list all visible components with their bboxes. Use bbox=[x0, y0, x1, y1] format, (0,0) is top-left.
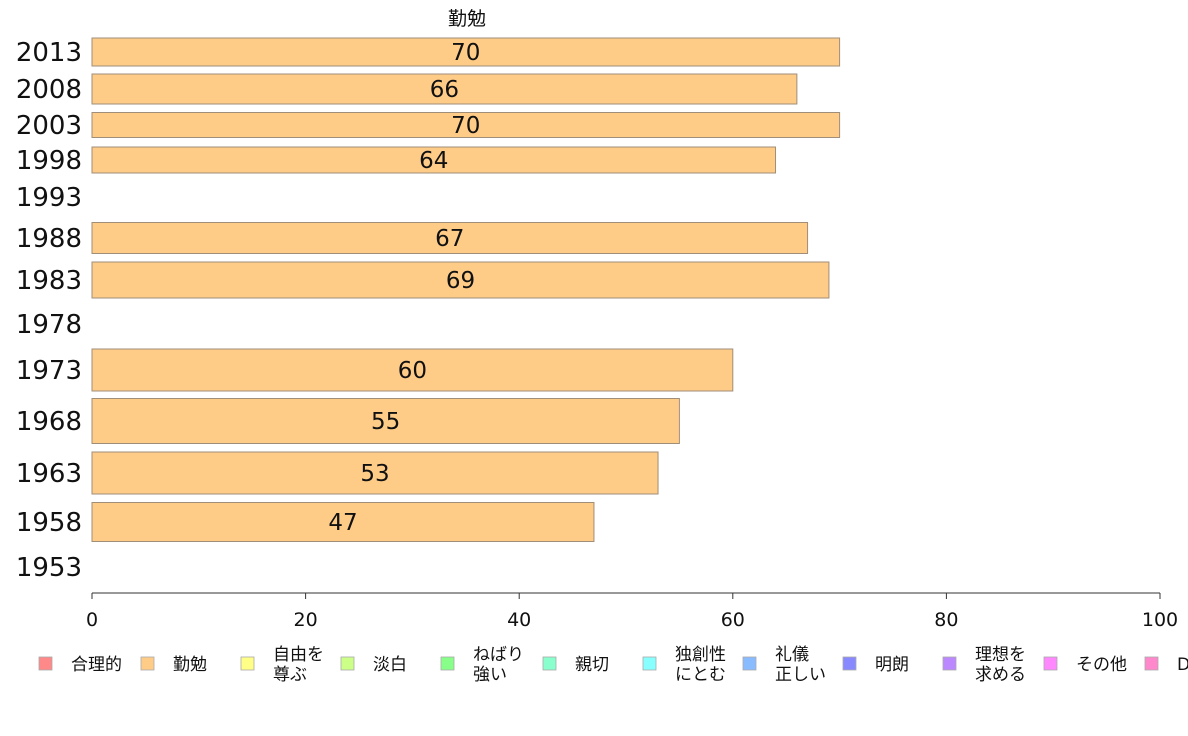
legend-label: D bbox=[1177, 655, 1188, 675]
y-tick-label: 1973 bbox=[16, 356, 82, 386]
x-tick-label: 0 bbox=[86, 609, 98, 631]
legend-label: ねばり強い bbox=[473, 645, 524, 685]
legend-swatch bbox=[1043, 656, 1058, 671]
legend-swatch bbox=[842, 656, 857, 671]
legend-label: 礼儀正しい bbox=[775, 645, 826, 685]
legend-label: その他 bbox=[1076, 655, 1127, 675]
bar-value-label: 55 bbox=[371, 409, 400, 435]
legend-label: 勤勉 bbox=[173, 655, 207, 675]
bar bbox=[91, 112, 841, 138]
legend-swatch bbox=[542, 656, 557, 671]
x-tick-label: 40 bbox=[507, 609, 531, 631]
y-tick-label: 1988 bbox=[16, 224, 82, 254]
chart-title: 勤勉 bbox=[448, 8, 486, 30]
legend-swatch bbox=[1144, 656, 1159, 671]
x-tick-label: 100 bbox=[1142, 609, 1178, 631]
y-tick-label: 1953 bbox=[16, 553, 82, 583]
legend-label: 自由を尊ぶ bbox=[273, 645, 324, 685]
y-tick-label: 2013 bbox=[16, 38, 82, 68]
bar-value-label: 47 bbox=[328, 510, 357, 536]
y-tick-label: 1978 bbox=[16, 310, 82, 340]
bar bbox=[91, 502, 595, 542]
legend-swatch bbox=[140, 656, 155, 671]
legend-label: 親切 bbox=[575, 655, 609, 675]
y-tick-label: 1963 bbox=[16, 459, 82, 489]
x-tick-label: 20 bbox=[294, 609, 318, 631]
x-tick-label: 60 bbox=[721, 609, 745, 631]
x-axis: 0 20 40 60 80 100 bbox=[86, 592, 1178, 631]
y-axis-labels: 2013 2008 2003 1998 1993 1988 1983 1978 1973 1968… bbox=[16, 38, 82, 583]
bar-value-label: 70 bbox=[451, 40, 480, 66]
legend-swatch bbox=[340, 656, 355, 671]
y-tick-label: 2003 bbox=[16, 111, 82, 141]
bar bbox=[91, 451, 659, 495]
legend: 合理的 勤勉 自由を尊ぶ 淡白 ねばり強い 親切 独創性にとむ 礼儀正しい 明朗 理想を求める その… bbox=[38, 645, 1188, 685]
legend-swatch bbox=[38, 656, 53, 671]
bar bbox=[91, 37, 841, 67]
legend-swatch bbox=[942, 656, 957, 671]
legend-label: 独創性にとむ bbox=[675, 645, 726, 685]
y-tick-label: 2008 bbox=[16, 75, 82, 105]
legend-label: 理想を求める bbox=[975, 645, 1026, 685]
bar-value-label: 66 bbox=[430, 77, 459, 103]
legend-swatch bbox=[742, 656, 757, 671]
y-tick-label: 1958 bbox=[16, 508, 82, 538]
bar-value-label: 60 bbox=[398, 358, 427, 384]
bar bbox=[91, 222, 809, 254]
legend-swatch bbox=[642, 656, 657, 671]
bar bbox=[91, 398, 680, 444]
bar bbox=[91, 261, 830, 299]
bar-value-label: 53 bbox=[360, 461, 389, 487]
y-tick-label: 1993 bbox=[16, 183, 82, 213]
legend-label: 合理的 bbox=[71, 655, 122, 675]
y-tick-label: 1983 bbox=[16, 266, 82, 296]
x-tick-label: 80 bbox=[934, 609, 958, 631]
legend-label: 明朗 bbox=[875, 655, 909, 675]
legend-swatch bbox=[240, 656, 255, 671]
legend-label: 淡白 bbox=[373, 655, 407, 675]
bar bbox=[91, 348, 734, 392]
bar-value-label: 64 bbox=[419, 148, 448, 174]
bar bbox=[91, 73, 798, 105]
bar-value-label: 70 bbox=[451, 113, 480, 139]
bar-value-label: 69 bbox=[446, 268, 475, 294]
legend-swatch bbox=[440, 656, 455, 671]
y-tick-label: 1998 bbox=[16, 146, 82, 176]
y-tick-label: 1968 bbox=[16, 407, 82, 437]
bar-value-label: 67 bbox=[435, 226, 464, 252]
bar bbox=[91, 146, 777, 174]
